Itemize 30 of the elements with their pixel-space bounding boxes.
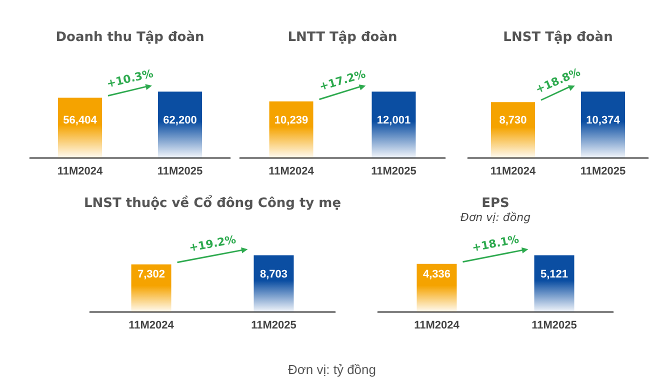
data-label: 7,302: [137, 268, 166, 280]
x-tick-label: 11M2024: [268, 166, 315, 178]
data-label: 5,121: [540, 268, 568, 280]
x-tick-label: 11M2024: [57, 166, 104, 178]
data-label: 10,239: [274, 114, 308, 126]
x-tick-label: 11M2025: [157, 166, 203, 178]
data-label: 12,001: [376, 114, 411, 126]
chart-title: Doanh thu Tập đoàn: [56, 30, 204, 45]
chart-title: LNST Tập đoàn: [503, 30, 613, 45]
text: +18.1%: [471, 232, 520, 254]
x-tick-label: 11M2025: [580, 166, 626, 178]
data-label: 8,730: [499, 114, 527, 126]
chart-title: LNST thuộc về Cổ đông Công ty mẹ: [84, 195, 342, 211]
x-tick-label: 11M2024: [414, 320, 460, 332]
text: +19.2%: [188, 233, 237, 254]
x-tick-label: 11M2025: [532, 320, 577, 332]
text: +10.3%: [105, 67, 155, 90]
x-tick-label: 11M2025: [251, 320, 296, 332]
chart-subtitle: Đơn vị: đồng: [460, 211, 531, 224]
data-label: 62,200: [163, 114, 197, 126]
chart-title: EPS: [482, 196, 510, 211]
data-label: 4,336: [422, 268, 451, 280]
data-label: 10,374: [586, 114, 621, 126]
data-label: 56,404: [63, 114, 98, 126]
text: Đơn vị: tỷ đồng: [286, 362, 377, 377]
data-label: 8,703: [260, 268, 288, 280]
x-tick-label: 11M2024: [128, 320, 175, 332]
x-tick-label: 11M2025: [371, 166, 416, 178]
chart-title: LNTT Tập đoàn: [288, 30, 398, 45]
x-tick-label: 11M2024: [490, 166, 537, 178]
